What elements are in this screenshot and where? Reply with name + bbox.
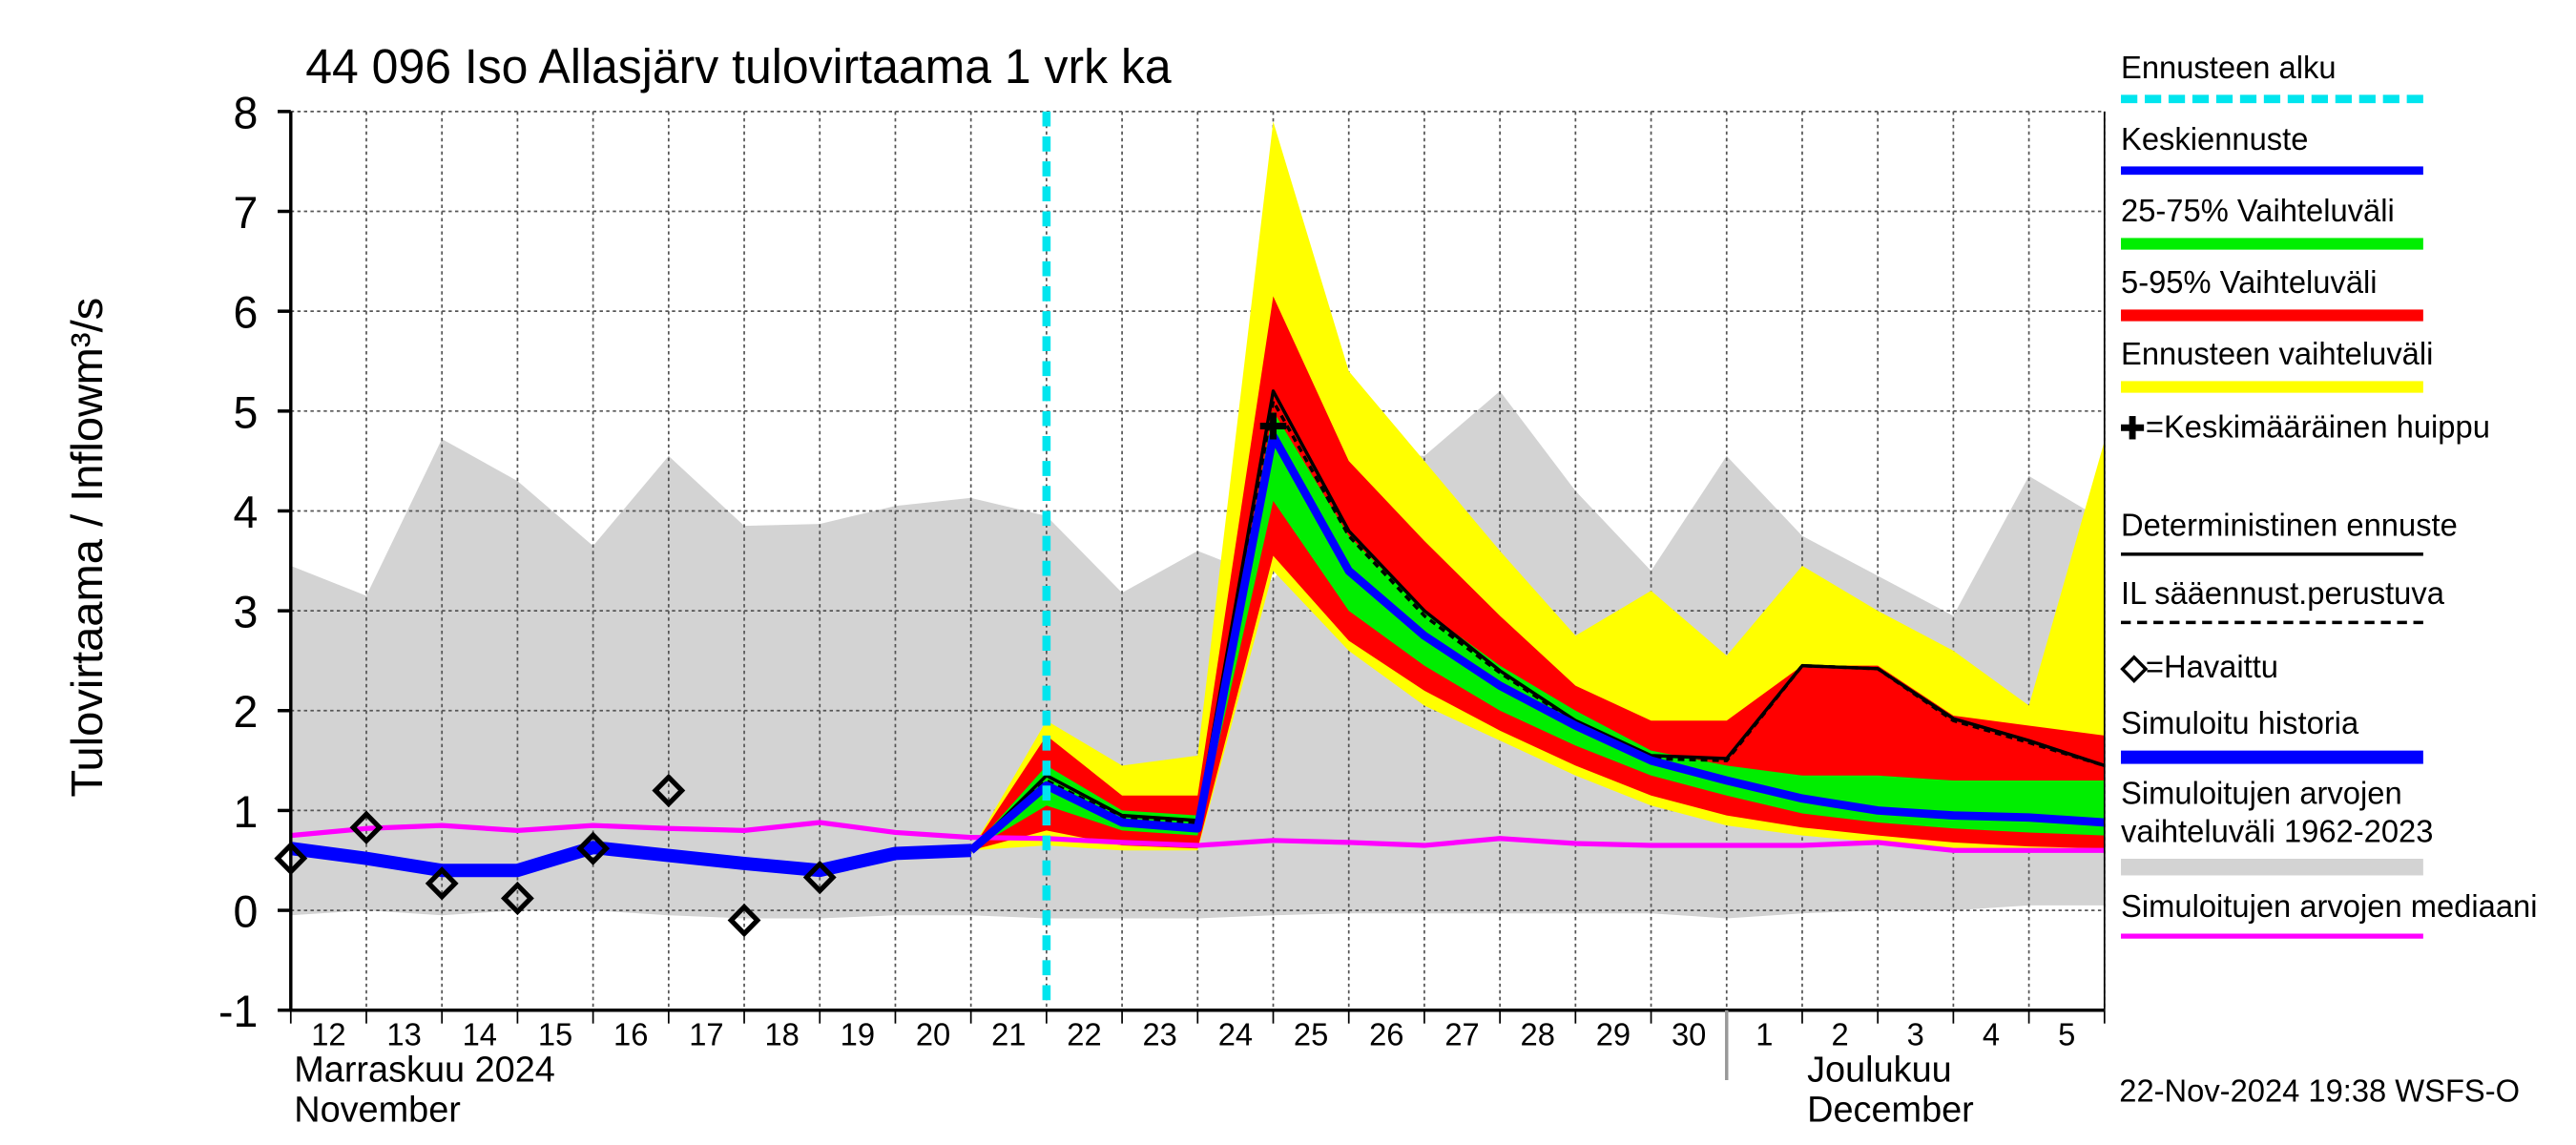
legend-label: Ennusteen vaihteluväli <box>2121 338 2434 373</box>
legend-entry: 5-95% Vaihteluväli <box>2121 264 2548 322</box>
x-tick-label: 19 <box>841 1016 875 1051</box>
timestamp: 22-Nov-2024 19:38 WSFS-O <box>2119 1072 2520 1108</box>
x-tick-label: 13 <box>386 1016 421 1051</box>
month-label: December <box>1807 1089 1974 1130</box>
band <box>970 296 2105 851</box>
peak-marker <box>1259 412 1287 440</box>
x-tick-label: 27 <box>1444 1016 1479 1051</box>
series-line <box>969 399 2106 852</box>
y-tick-label: 0 <box>233 886 258 936</box>
legend-swatch <box>2121 552 2423 556</box>
legend-icon <box>2120 655 2149 683</box>
legend-swatch <box>2121 94 2423 104</box>
x-tick-label: 5 <box>2058 1016 2075 1051</box>
legend-entry: Keskiennuste <box>2121 121 2548 176</box>
y-tick-label: 7 <box>233 188 258 238</box>
legend-entry: Ennusteen alku <box>2121 50 2548 104</box>
observed-point <box>802 860 837 895</box>
legend-swatch <box>2121 620 2423 625</box>
legend-entry: =Havaittu <box>2120 649 2548 687</box>
observed-point <box>576 831 611 865</box>
observed-point <box>349 810 384 844</box>
legend-entry: 25-75% Vaihteluväli <box>2121 193 2548 250</box>
x-tick-label: 16 <box>613 1016 648 1051</box>
observed-point <box>727 903 761 938</box>
legend-label: =Keskimääräinen huippu <box>2145 410 2490 447</box>
x-tick-label: 28 <box>1521 1016 1555 1051</box>
legend-swatch <box>2121 309 2423 322</box>
observed-point <box>425 866 459 901</box>
x-tick-label: 26 <box>1369 1016 1403 1051</box>
legend-entry: =Keskimääräinen huippu <box>2121 409 2548 448</box>
x-tick-label: 30 <box>1672 1016 1706 1051</box>
y-tick-label: -1 <box>218 987 258 1036</box>
legend-label: =Havaittu <box>2145 650 2278 686</box>
legend-label: Simuloitujen arvojen vaihteluväli 1962-2… <box>2121 777 2434 851</box>
y-tick-label: 1 <box>233 787 258 837</box>
month-label: Marraskuu 2024 <box>294 1050 555 1091</box>
x-tick-label: 24 <box>1218 1016 1253 1051</box>
y-axis-unit: m³/s <box>62 298 112 385</box>
observed-point <box>652 773 686 808</box>
legend-swatch <box>2121 859 2423 876</box>
observed-point <box>500 881 534 916</box>
x-tick-label: 12 <box>311 1016 345 1051</box>
x-tick-label: 4 <box>1983 1016 2000 1051</box>
x-tick-label: 1 <box>1755 1016 1773 1051</box>
month-label: November <box>294 1089 461 1130</box>
legend-label: Simuloitujen arvojen mediaani <box>2121 890 2538 926</box>
legend-entry: Deterministinen ennuste <box>2121 508 2548 556</box>
month-label: Joulukuu <box>1807 1050 1952 1091</box>
legend-label: Ennusteen alku <box>2121 52 2337 87</box>
x-tick-label: 18 <box>764 1016 799 1051</box>
y-tick-label: 2 <box>233 687 258 737</box>
series-line <box>289 841 971 878</box>
y-axis-label: Tulovirtaama / Inflow <box>62 385 112 798</box>
y-tick-label: 3 <box>233 587 258 636</box>
x-tick-label: 14 <box>463 1016 497 1051</box>
legend-swatch <box>2121 166 2423 176</box>
x-tick-label: 21 <box>991 1016 1026 1051</box>
legend-label: 5-95% Vaihteluväli <box>2121 266 2378 302</box>
legend-entry: IL sääennust.perustuva <box>2121 575 2548 625</box>
legend-swatch <box>2121 750 2423 764</box>
legend-entry: Simuloitu historia <box>2121 706 2548 764</box>
legend-label: 25-75% Vaihteluväli <box>2121 195 2395 230</box>
y-tick-label: 4 <box>233 488 258 537</box>
x-tick-label: 23 <box>1143 1016 1177 1051</box>
legend-label: Keskiennuste <box>2121 123 2309 158</box>
legend-swatch <box>2121 381 2423 393</box>
legend-swatch <box>2121 238 2423 250</box>
series-line <box>967 431 2106 854</box>
legend-entry: Simuloitujen arvojen mediaani <box>2121 888 2548 939</box>
x-tick-label: 2 <box>1831 1016 1848 1051</box>
legend-label: IL sääennust.perustuva <box>2121 577 2444 613</box>
legend-label: Deterministinen ennuste <box>2121 509 2458 545</box>
chart-title: 44 096 Iso Allasjärv tulovirtaama 1 vrk … <box>305 40 1171 94</box>
legend-icon <box>2121 416 2145 440</box>
x-tick-label: 22 <box>1067 1016 1101 1051</box>
y-tick-label: 5 <box>233 387 258 437</box>
x-tick-label: 15 <box>538 1016 572 1051</box>
y-tick-label: 8 <box>233 88 258 137</box>
x-tick-label: 20 <box>916 1016 950 1051</box>
x-tick-label: 3 <box>1907 1016 1924 1051</box>
legend-swatch <box>2121 933 2423 939</box>
x-tick-label: 25 <box>1294 1016 1328 1051</box>
y-tick-label: 6 <box>233 287 258 337</box>
x-tick-label: 29 <box>1596 1016 1631 1051</box>
legend-label: Simuloitu historia <box>2121 707 2359 742</box>
x-tick-label: 17 <box>689 1016 723 1051</box>
legend-entry: Ennusteen vaihteluväli <box>2121 336 2548 393</box>
series-line <box>290 820 2105 853</box>
legend-entry: Simuloitujen arvojen vaihteluväli 1962-2… <box>2121 776 2548 876</box>
